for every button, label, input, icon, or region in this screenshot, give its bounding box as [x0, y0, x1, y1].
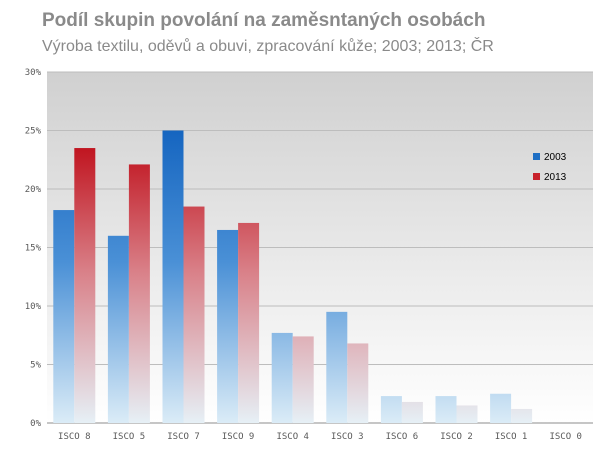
chart-title: Podíl skupin povolání na zaměsntaných os…: [42, 10, 486, 31]
bar-2003-isco-7: [162, 130, 184, 423]
legend-swatch-2003: [533, 153, 540, 160]
legend-label-2003: 2003: [544, 152, 567, 163]
legend-swatch-2013: [533, 173, 540, 180]
bar-2013-isco-2: [456, 405, 478, 423]
x-tick-label: ISCO 6: [386, 432, 419, 442]
y-tick-label: 0%: [30, 419, 41, 429]
x-tick-label: ISCO 5: [113, 432, 146, 442]
y-axis-ticks: 0% 5% 10% 15% 20% 25% 30%: [25, 68, 42, 429]
bar-2013-isco-9: [238, 222, 260, 423]
bar-2013-isco-4: [292, 336, 314, 423]
bar-2013-isco-6: [401, 401, 423, 423]
bar-2013-isco-7: [183, 206, 205, 423]
x-axis-ticks: ISCO 8 ISCO 5 ISCO 7 ISCO 9 ISCO 4 ISCO 3 ISCO…: [58, 432, 582, 442]
chart-subtitle: Výroba textilu, oděvů a obuvi, zpracován…: [42, 38, 494, 55]
bar-2013-isco-1: [511, 408, 533, 423]
bar-2013-isco-3: [347, 343, 369, 423]
legend: 2003 2013: [533, 152, 567, 183]
y-tick-label: 5%: [30, 361, 41, 371]
bars: [53, 130, 533, 424]
x-tick-label: ISCO 8: [58, 432, 91, 442]
x-tick-label: ISCO 3: [331, 432, 364, 442]
x-tick-label: ISCO 1: [495, 432, 528, 442]
bar-2013-isco-5: [128, 164, 150, 423]
bar-2003-isco-2: [435, 396, 457, 423]
bar-2003-isco-5: [107, 235, 129, 423]
bar-2003-isco-9: [217, 229, 239, 423]
bar-2003-isco-3: [326, 311, 348, 423]
bar-2003-isco-6: [380, 396, 402, 423]
x-tick-label: ISCO 0: [549, 432, 582, 442]
bar-2003-isco-1: [490, 393, 512, 423]
y-tick-label: 25%: [25, 127, 42, 137]
x-tick-label: ISCO 2: [440, 432, 473, 442]
y-tick-label: 30%: [25, 68, 42, 78]
bar-2003-isco-8: [53, 210, 75, 423]
x-tick-label: ISCO 7: [167, 432, 200, 442]
y-tick-label: 20%: [25, 185, 42, 195]
legend-label-2013: 2013: [544, 172, 567, 183]
x-tick-label: ISCO 4: [276, 432, 309, 442]
bar-2003-isco-4: [271, 332, 293, 423]
x-tick-label: ISCO 9: [222, 432, 255, 442]
bar-2013-isco-8: [74, 148, 96, 424]
y-tick-label: 10%: [25, 302, 42, 312]
y-tick-label: 15%: [25, 244, 42, 254]
